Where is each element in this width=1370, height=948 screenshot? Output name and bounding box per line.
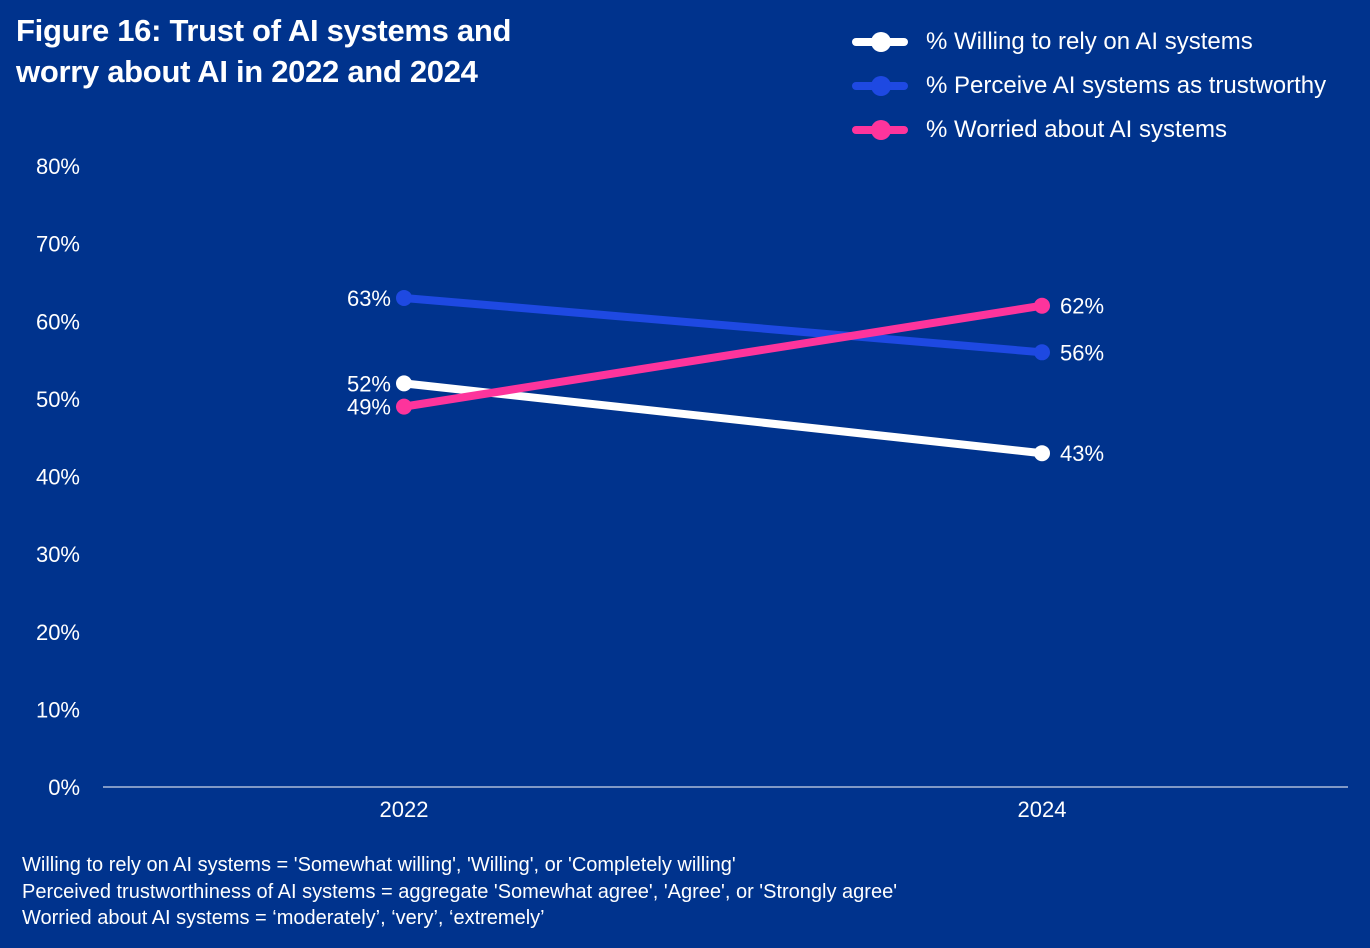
data-point [1034,445,1050,462]
legend-label: % Perceive AI systems as trustworthy [926,72,1327,99]
chart-notes: Willing to rely on AI systems = 'Somewha… [22,852,897,932]
y-tick-label: 30% [36,542,80,567]
data-point [1034,297,1050,314]
legend-marker-icon [852,32,908,52]
y-tick-label: 50% [36,387,80,412]
y-tick-label: 80% [36,154,80,179]
data-label: 56% [1060,340,1104,365]
title-line-2: worry about AI in 2022 and 2024 [16,54,478,89]
title-line-1: Figure 16: Trust of AI systems and [16,13,512,48]
data-point [396,289,412,306]
data-label: 49% [347,395,391,420]
legend-item-willing: % Willing to rely on AI systems [852,20,1326,64]
chart-title: Figure 16: Trust of AI systems and worry… [16,10,616,92]
data-point [396,398,412,415]
note-trustworthy: Perceived trustworthiness of AI systems … [22,880,898,903]
series-line [400,301,1046,411]
data-label: 52% [347,371,391,396]
y-tick-label: 60% [36,309,80,334]
series-line [400,379,1046,458]
note-worried: Worried about AI systems = ‘moderately’,… [22,907,545,929]
data-label: 62% [1060,294,1104,319]
legend-marker-icon [852,76,908,96]
legend-item-worried: % Worried about AI systems [852,108,1326,152]
y-tick-label: 70% [36,232,80,257]
y-tick-label: 40% [36,465,80,490]
legend-label: % Willing to rely on AI systems [926,28,1253,55]
x-tick-label: 2024 [1018,797,1067,822]
legend-label: % Worried about AI systems [926,116,1228,143]
series-line [400,293,1046,357]
legend: % Willing to rely on AI systems % Percei… [852,20,1326,152]
data-label: 43% [1060,441,1104,466]
legend-marker-icon [852,120,908,140]
data-point [1034,344,1050,361]
y-tick-label: 10% [36,697,80,722]
y-tick-label: 0% [48,775,80,800]
note-willing: Willing to rely on AI systems = 'Somewha… [22,854,736,876]
x-tick-label: 2022 [380,797,429,822]
data-point [396,375,412,392]
data-label: 63% [347,286,391,311]
legend-item-trustworthy: % Perceive AI systems as trustworthy [852,64,1326,108]
y-tick-label: 20% [36,620,80,645]
